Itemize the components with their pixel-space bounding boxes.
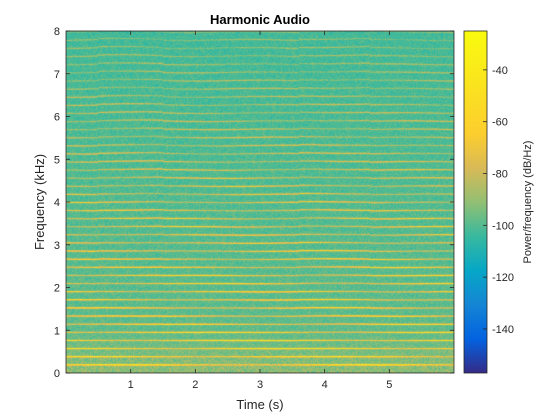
y-tick-label: 0 (54, 368, 60, 380)
colorbar-tick-label: -80 (492, 169, 508, 181)
colorbar-tick-label: -100 (492, 220, 514, 232)
colorbar-tick-label: -40 (492, 65, 508, 77)
y-tick-label: 1 (54, 325, 60, 337)
y-tick-label: 5 (54, 154, 60, 166)
x-axis-label: Time (s) (236, 397, 283, 412)
colorbar-label: Power/frequency (dB/Hz) (522, 141, 534, 264)
x-tick-label: 3 (257, 379, 263, 391)
y-axis-label: Frequency (kHz) (32, 154, 47, 250)
x-tick-label: 2 (192, 379, 198, 391)
y-tick-label: 4 (54, 197, 60, 209)
y-tick-label: 6 (54, 112, 60, 124)
colorbar-tick-label: -60 (492, 117, 508, 129)
colorbar-gradient (463, 30, 488, 374)
chart-title: Harmonic Audio (210, 12, 310, 27)
y-tick-label: 8 (54, 26, 60, 38)
x-tick-label: 4 (322, 379, 328, 391)
x-axis-ticks: 1 2 3 4 5 (128, 31, 392, 391)
y-tick-label: 7 (54, 69, 60, 81)
y-tick-label: 2 (54, 283, 60, 295)
x-tick-label: 5 (386, 379, 392, 391)
y-axis-ticks: 0 1 2 3 4 5 6 7 8 (54, 26, 454, 380)
colorbar: -140 -120 -100 -80 -60 -40 (463, 30, 514, 374)
colorbar-ticks: -140 -120 -100 -80 -60 -40 (483, 65, 514, 336)
y-tick-label: 3 (54, 240, 60, 252)
spectrogram-heatmap (66, 31, 454, 373)
plot-area: 1 2 3 4 5 0 1 2 3 4 5 6 7 8 (54, 26, 455, 391)
x-tick-label: 1 (128, 379, 134, 391)
colorbar-tick-label: -120 (492, 272, 514, 284)
colorbar-tick-label: -140 (492, 324, 514, 336)
